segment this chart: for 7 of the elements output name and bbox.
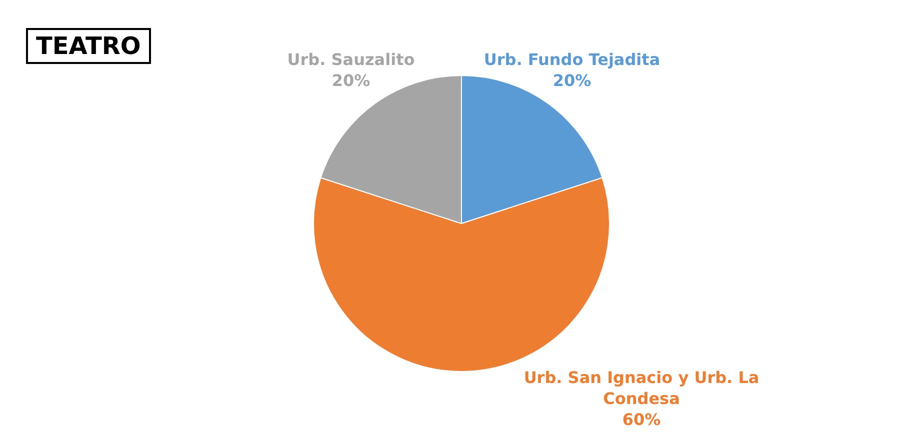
slice-label: Urb. Sauzalito — [287, 50, 415, 70]
data-label: 60% — [622, 410, 661, 430]
slice-label: Urb. Fundo Tejadita — [484, 50, 660, 70]
data-label: 20% — [552, 71, 592, 90]
text: TEATRO — [26, 28, 151, 64]
data-label: 20% — [332, 71, 370, 90]
slice-label: Urb. San Ignacio y Urb. La Condesa — [524, 368, 760, 408]
